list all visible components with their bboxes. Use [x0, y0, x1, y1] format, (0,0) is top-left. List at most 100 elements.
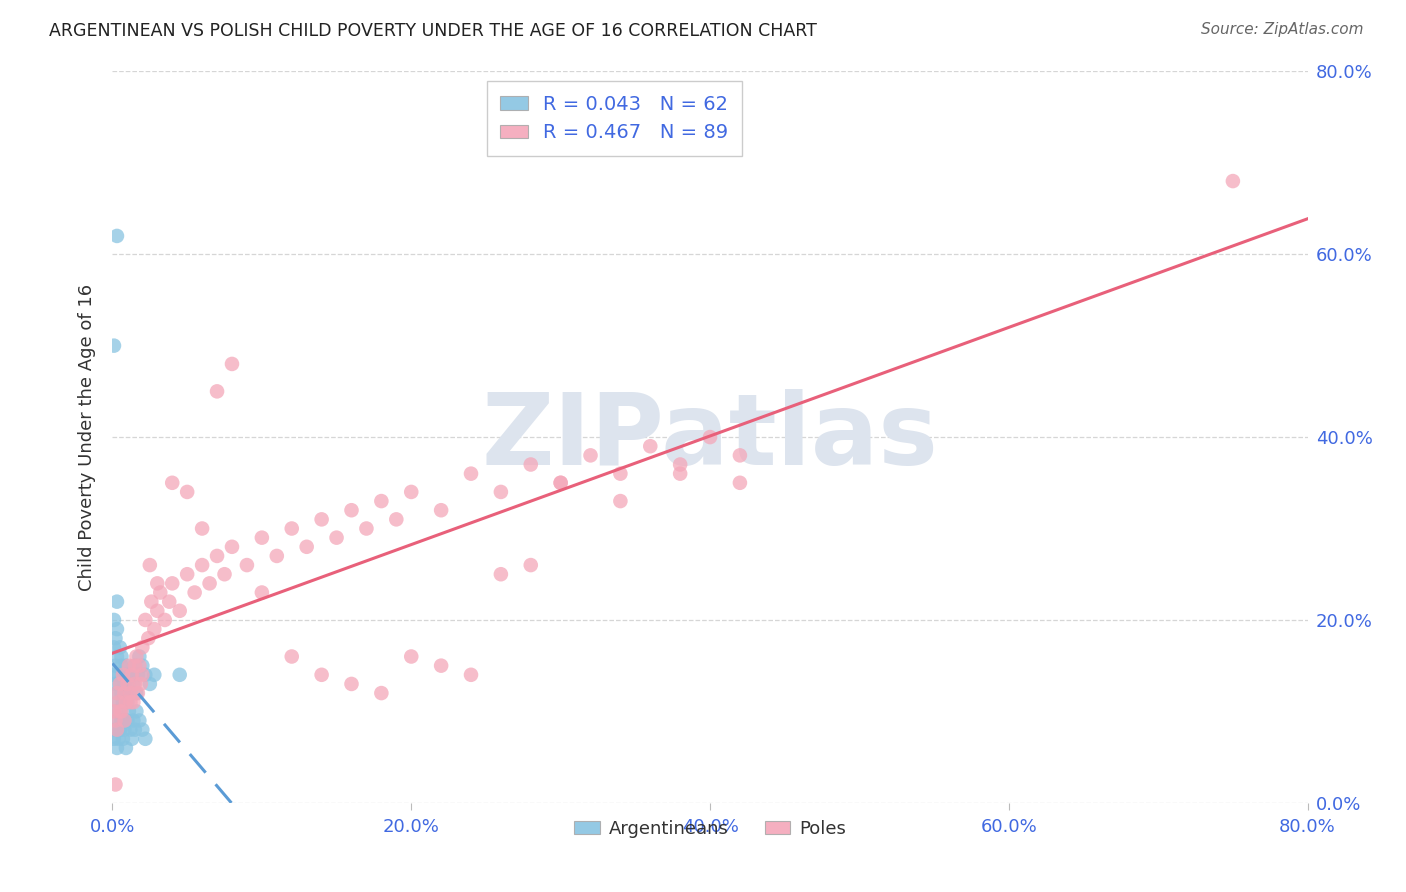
- Point: [122, 714, 145, 728]
- Point: [141, 594, 163, 608]
- Point: [117, 714, 139, 728]
- Point: [401, 485, 423, 500]
- Point: [114, 723, 135, 737]
- Point: [125, 686, 148, 700]
- Point: [430, 658, 453, 673]
- Point: [107, 695, 129, 709]
- Point: [125, 649, 148, 664]
- Point: [111, 667, 134, 681]
- Point: [699, 430, 721, 444]
- Point: [118, 658, 141, 673]
- Point: [520, 558, 543, 573]
- Point: [1222, 174, 1244, 188]
- Point: [110, 714, 132, 728]
- Point: [118, 705, 141, 719]
- Point: [115, 686, 138, 700]
- Point: [108, 723, 131, 737]
- Point: [127, 667, 149, 681]
- Point: [115, 658, 138, 673]
- Point: [153, 613, 176, 627]
- Point: [460, 667, 482, 681]
- Point: [609, 467, 631, 481]
- Point: [205, 549, 228, 563]
- Point: [105, 723, 128, 737]
- Point: [121, 731, 143, 746]
- Point: [157, 594, 180, 608]
- Point: [110, 686, 132, 700]
- Point: [104, 677, 127, 691]
- Point: [134, 667, 156, 681]
- Point: [340, 677, 363, 691]
- Text: Source: ZipAtlas.com: Source: ZipAtlas.com: [1201, 22, 1364, 37]
- Point: [191, 521, 214, 535]
- Point: [117, 667, 139, 681]
- Point: [131, 723, 153, 737]
- Point: [205, 384, 228, 399]
- Point: [107, 731, 129, 746]
- Point: [103, 667, 125, 681]
- Point: [117, 695, 139, 709]
- Point: [176, 567, 198, 582]
- Point: [401, 649, 423, 664]
- Point: [105, 686, 128, 700]
- Point: [250, 531, 273, 545]
- Point: [489, 485, 512, 500]
- Point: [104, 658, 127, 673]
- Legend: Argentineans, Poles: Argentineans, Poles: [567, 813, 853, 845]
- Point: [105, 686, 128, 700]
- Point: [108, 677, 131, 691]
- Point: [107, 714, 129, 728]
- Point: [120, 723, 142, 737]
- Point: [640, 439, 662, 453]
- Point: [250, 585, 273, 599]
- Point: [139, 677, 162, 691]
- Point: [311, 667, 333, 681]
- Point: [325, 531, 347, 545]
- Point: [162, 475, 183, 490]
- Point: [128, 714, 150, 728]
- Point: [105, 649, 128, 664]
- Point: [138, 632, 160, 646]
- Point: [139, 558, 162, 573]
- Point: [107, 695, 129, 709]
- Point: [131, 640, 153, 655]
- Point: [489, 567, 512, 582]
- Point: [281, 521, 304, 535]
- Point: [104, 705, 127, 719]
- Point: [105, 622, 128, 636]
- Point: [104, 714, 127, 728]
- Point: [128, 649, 150, 664]
- Point: [122, 677, 145, 691]
- Point: [579, 448, 602, 462]
- Point: [108, 705, 131, 719]
- Point: [120, 686, 142, 700]
- Point: [103, 731, 125, 746]
- Point: [198, 576, 221, 591]
- Point: [281, 649, 304, 664]
- Point: [110, 705, 132, 719]
- Point: [183, 585, 205, 599]
- Point: [103, 640, 125, 655]
- Point: [114, 714, 135, 728]
- Point: [105, 229, 128, 244]
- Point: [110, 649, 132, 664]
- Point: [114, 677, 135, 691]
- Point: [134, 613, 156, 627]
- Point: [143, 667, 166, 681]
- Point: [385, 512, 408, 526]
- Point: [124, 677, 146, 691]
- Point: [114, 686, 135, 700]
- Point: [728, 475, 751, 490]
- Point: [110, 658, 132, 673]
- Point: [128, 658, 150, 673]
- Point: [105, 594, 128, 608]
- Point: [266, 549, 288, 563]
- Point: [124, 658, 146, 673]
- Point: [108, 677, 131, 691]
- Point: [103, 705, 125, 719]
- Point: [728, 448, 751, 462]
- Point: [169, 667, 191, 681]
- Point: [430, 503, 453, 517]
- Point: [134, 731, 156, 746]
- Point: [124, 658, 146, 673]
